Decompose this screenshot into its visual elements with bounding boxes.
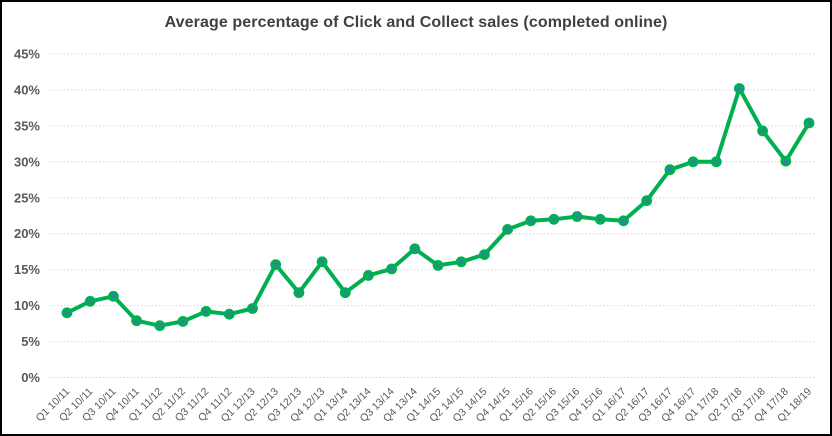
marker-asterisk-icon (645, 198, 649, 203)
data-point-marker (177, 316, 189, 327)
data-point-marker (386, 263, 397, 275)
marker-asterisk-icon (529, 218, 533, 223)
marker-asterisk-icon (413, 246, 417, 252)
marker-asterisk-icon (737, 86, 742, 91)
y-axis-tick-label: 5% (21, 334, 40, 349)
data-point-marker (710, 156, 722, 168)
y-axis-tick-label: 35% (14, 118, 40, 133)
data-point-marker (61, 307, 73, 319)
data-point-marker (479, 249, 490, 260)
data-point-marker (780, 155, 792, 167)
data-point-marker (548, 213, 560, 225)
data-point-marker (641, 195, 653, 207)
data-point-markers (61, 83, 815, 332)
marker-asterisk-icon (482, 252, 486, 257)
data-point-marker (571, 211, 583, 222)
marker-asterisk-icon (343, 290, 347, 295)
data-point-marker (502, 224, 513, 235)
data-point-marker (131, 315, 143, 327)
marker-asterisk-icon (807, 120, 811, 126)
marker-asterisk-icon (181, 319, 185, 324)
data-point-marker (734, 83, 745, 94)
marker-asterisk-icon (366, 273, 371, 278)
chart-title: Average percentage of Click and Collect … (164, 14, 668, 31)
y-axis-tick-label: 40% (14, 82, 40, 97)
data-point-marker (687, 156, 699, 168)
marker-asterisk-icon (111, 294, 115, 299)
y-axis-tick-label: 25% (14, 190, 40, 205)
data-point-marker (316, 256, 328, 268)
data-point-marker (803, 117, 815, 129)
y-axis-labels: 0% 5% 10% 15% 20% 25% 30% 35% 40% 45% (14, 47, 40, 386)
data-point-marker (618, 215, 629, 227)
marker-asterisk-icon (505, 227, 510, 232)
data-point-marker (409, 243, 421, 255)
marker-asterisk-icon (204, 309, 208, 314)
data-point-marker (108, 290, 119, 302)
marker-asterisk-icon (297, 290, 301, 295)
data-point-marker (363, 270, 374, 281)
y-axis-tick-label: 45% (14, 47, 40, 62)
marker-asterisk-icon (65, 310, 69, 316)
gridlines (50, 53, 816, 378)
data-point-marker (84, 295, 96, 307)
data-point-marker (432, 260, 444, 271)
data-point-marker (664, 164, 676, 176)
y-axis-tick-label: 20% (14, 226, 40, 241)
data-point-marker (154, 320, 166, 332)
marker-asterisk-icon (784, 158, 788, 164)
series-line (65, 86, 811, 328)
y-axis-tick-label: 15% (14, 262, 40, 277)
marker-asterisk-icon (552, 217, 556, 222)
marker-asterisk-icon (250, 306, 255, 311)
marker-asterisk-icon (668, 167, 672, 172)
data-point-marker (223, 308, 235, 320)
marker-asterisk-icon (598, 217, 602, 222)
y-axis-tick-label: 0% (21, 370, 40, 385)
data-point-marker (270, 259, 282, 270)
marker-asterisk-icon (575, 214, 579, 219)
marker-asterisk-icon (274, 262, 278, 267)
marker-asterisk-icon (459, 259, 463, 264)
data-point-marker (594, 213, 606, 225)
marker-asterisk-icon (227, 312, 231, 317)
data-point-marker (293, 287, 305, 299)
y-axis-tick-label: 10% (14, 298, 40, 313)
marker-asterisk-icon (621, 218, 626, 223)
marker-asterisk-icon (134, 318, 139, 323)
marker-asterisk-icon (88, 299, 92, 304)
data-point-marker (525, 215, 537, 227)
marker-asterisk-icon (436, 263, 440, 268)
marker-asterisk-icon (320, 259, 324, 264)
data-point-marker (247, 303, 258, 314)
marker-asterisk-icon (714, 159, 718, 165)
data-point-marker (455, 256, 467, 268)
y-axis-tick-label: 30% (14, 154, 40, 169)
marker-asterisk-icon (691, 159, 695, 165)
marker-asterisk-icon (158, 323, 162, 328)
marker-asterisk-icon (761, 128, 765, 134)
data-point-marker (339, 287, 351, 299)
marker-asterisk-icon (390, 266, 394, 272)
data-point-marker (200, 306, 212, 317)
data-point-marker (757, 125, 768, 137)
